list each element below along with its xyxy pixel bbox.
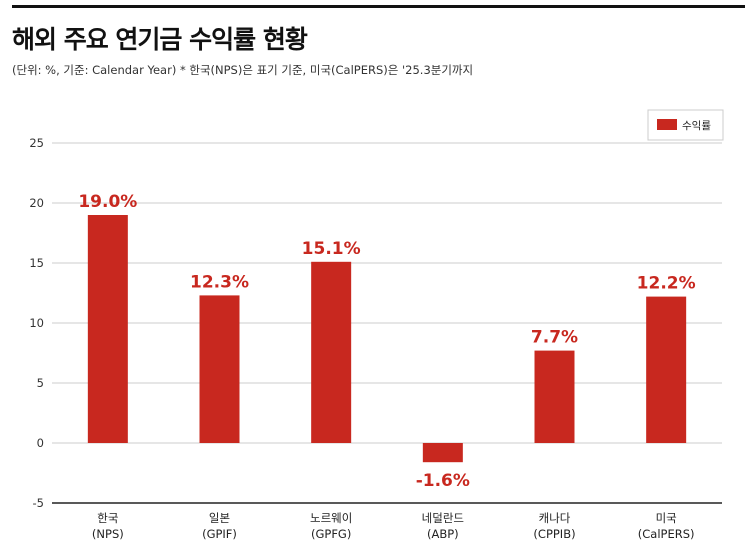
bar	[311, 261, 352, 443]
y-tick-label: -5	[33, 496, 44, 510]
x-tick-label: 미국	[656, 511, 677, 525]
bar	[646, 296, 687, 443]
bar	[534, 350, 575, 443]
y-tick-label: 25	[29, 136, 44, 150]
y-tick-label: 0	[37, 436, 44, 450]
data-label: 12.3%	[190, 272, 249, 292]
x-tick-label: (NPS)	[92, 527, 124, 541]
x-tick-label: 캐나다	[539, 511, 571, 525]
bar	[199, 295, 240, 443]
x-tick-label: (GPFG)	[311, 527, 351, 541]
y-tick-label: 10	[29, 316, 44, 330]
x-tick-label: 한국	[97, 511, 118, 525]
data-label: 19.0%	[78, 192, 137, 212]
x-tick-label: 네덜란드	[422, 511, 464, 525]
y-tick-label: 15	[29, 256, 44, 270]
x-tick-label: 일본	[209, 511, 230, 525]
bar	[422, 443, 463, 463]
chart-subtitle: (단위: %, 기준: Calendar Year) * 한국(NPS)은 표기…	[12, 63, 474, 77]
x-tick-label: 노르웨이	[310, 511, 352, 525]
top-rule	[12, 5, 745, 8]
data-label: 12.2%	[637, 274, 696, 294]
bar	[87, 215, 128, 443]
data-label: -1.6%	[416, 471, 470, 491]
x-tick-label: (CalPERS)	[638, 527, 695, 541]
x-tick-label: (ABP)	[427, 527, 459, 541]
legend-label: 수익률	[682, 120, 711, 132]
y-tick-label: 20	[29, 196, 44, 210]
legend-swatch	[657, 119, 677, 130]
x-tick-label: (CPPIB)	[533, 527, 575, 541]
chart-title: 해외 주요 연기금 수익률 현황	[12, 25, 308, 54]
y-tick-label: 5	[37, 376, 44, 390]
data-label: 15.1%	[302, 239, 361, 259]
data-label: 7.7%	[531, 328, 578, 348]
x-tick-label: (GPIF)	[202, 527, 237, 541]
